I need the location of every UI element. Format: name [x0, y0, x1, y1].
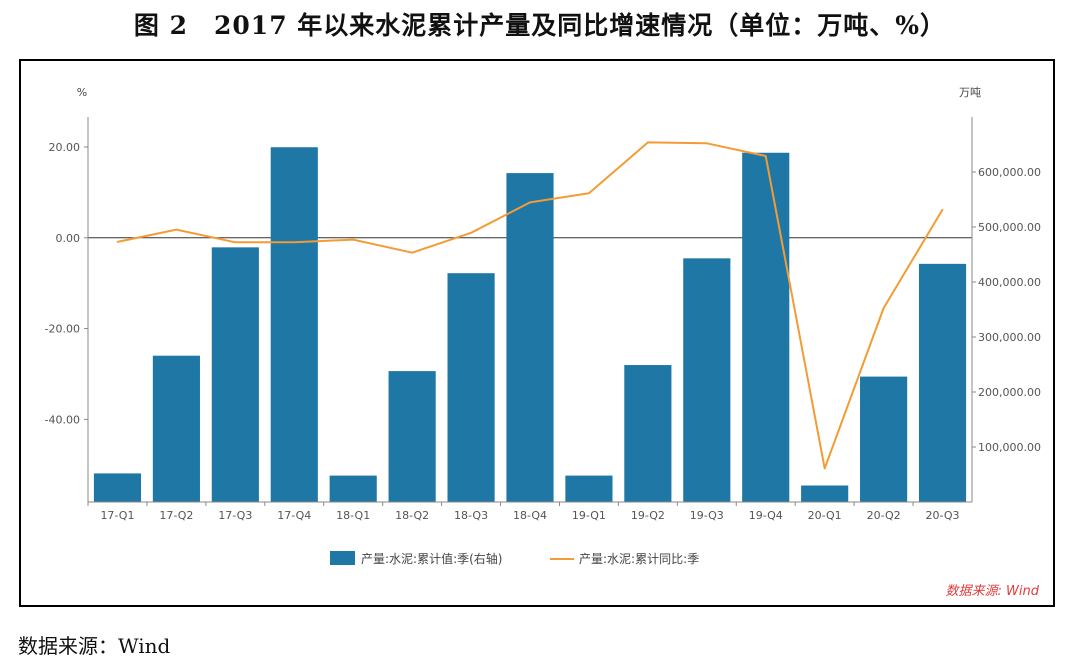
right-tick-label: 600,000.00 [978, 166, 1041, 179]
chart-frame: 20.00 0.00 -20.00 -40.00 600,000.00 500,000.0… [19, 59, 1055, 607]
growth-point-20-Q1 [823, 467, 826, 470]
bar-18-Q2 [388, 371, 436, 502]
chart-title: 图 2 2017 年以来水泥累计产量及同比增速情况（单位：万吨、%） [133, 11, 947, 40]
growth-point-20-Q2 [882, 307, 885, 309]
footer-source: 数据来源：Wind [18, 634, 171, 658]
bar-18-Q1 [329, 475, 377, 502]
left-tick-label: -40.00 [45, 413, 80, 426]
growth-point-17-Q3 [234, 241, 237, 244]
bar-20-Q1 [801, 485, 849, 502]
x-tick-label: 20-Q1 [808, 509, 842, 522]
bar-17-Q3 [211, 247, 259, 502]
legend-bar-swatch [330, 551, 355, 565]
right-tick-label: 200,000.00 [978, 386, 1041, 399]
left-axis-unit: % [77, 86, 87, 99]
x-tick-label: 17-Q4 [277, 509, 311, 522]
bar-17-Q1 [93, 473, 142, 502]
right-axis-unit: 万吨 [959, 86, 981, 99]
x-tick-label: 17-Q1 [100, 509, 134, 522]
left-tick-label: -20.00 [45, 323, 80, 336]
growth-point-19-Q2 [647, 141, 649, 144]
bar-18-Q3 [447, 273, 495, 502]
right-tick-label: 100,000.00 [978, 441, 1041, 454]
bar-19-Q1 [565, 475, 613, 502]
bar-20-Q2 [860, 376, 908, 502]
x-tick-label: 18-Q3 [454, 509, 488, 522]
left-tick-label: 0.00 [56, 232, 81, 245]
right-tick-label: 400,000.00 [978, 276, 1041, 289]
bar-19-Q2 [624, 365, 672, 502]
x-tick-label: 18-Q4 [513, 509, 547, 522]
growth-point-17-Q4 [293, 241, 296, 244]
left-tick-label: 20.00 [49, 141, 81, 154]
x-tick-label: 19-Q2 [631, 509, 665, 522]
x-tick-label: 19-Q3 [690, 509, 724, 522]
growth-point-19-Q1 [588, 192, 590, 195]
x-tick-label: 20-Q2 [867, 509, 901, 522]
bar-18-Q4 [506, 173, 554, 502]
chart: 20.00 0.00 -20.00 -40.00 600,000.00 500,000.0… [45, 86, 1041, 599]
line-series [116, 141, 944, 470]
bar-17-Q2 [152, 355, 200, 502]
growth-point-17-Q2 [175, 228, 178, 231]
source-watermark: 数据来源: Wind [946, 584, 1040, 599]
bar-19-Q4 [742, 152, 790, 502]
growth-point-18-Q3 [470, 231, 472, 234]
legend-line-label: 产量:水泥:累计同比:季 [579, 552, 699, 566]
growth-point-18-Q2 [411, 251, 413, 254]
x-tick-label: 20-Q3 [926, 509, 960, 522]
bar-17-Q4 [270, 147, 318, 502]
growth-point-19-Q3 [706, 142, 708, 145]
x-tick-label: 19-Q4 [749, 509, 783, 522]
legend-bar-label: 产量:水泥:累计值:季(右轴) [361, 551, 503, 566]
right-tick-label: 500,000.00 [978, 221, 1041, 234]
x-tick-label: 18-Q1 [336, 509, 370, 522]
x-tick-label: 17-Q3 [218, 509, 252, 522]
bar-19-Q3 [683, 258, 731, 502]
x-tick-label: 19-Q1 [572, 509, 606, 522]
axes: 20.00 0.00 -20.00 -40.00 600,000.00 500,000.0… [45, 86, 1041, 522]
growth-point-20-Q3 [941, 208, 944, 211]
x-tick-label: 18-Q2 [395, 509, 429, 522]
growth-point-18-Q4 [529, 201, 531, 204]
growth-point-17-Q1 [116, 241, 119, 243]
right-tick-label: 300,000.00 [978, 331, 1041, 344]
growth-point-19-Q4 [764, 155, 767, 157]
x-tick-label: 17-Q2 [159, 509, 193, 522]
bar-20-Q3 [918, 263, 967, 502]
bar-series [93, 147, 967, 502]
growth-point-18-Q1 [352, 238, 355, 241]
